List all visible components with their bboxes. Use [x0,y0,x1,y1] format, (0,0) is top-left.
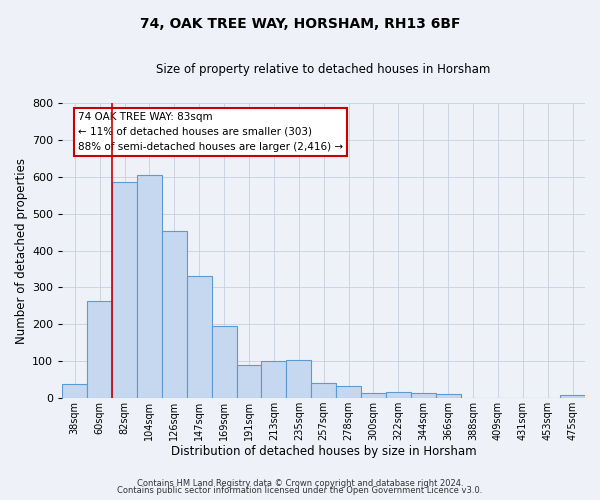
Bar [62,384,87,398]
Bar [386,392,411,398]
Text: 74, OAK TREE WAY, HORSHAM, RH13 6BF: 74, OAK TREE WAY, HORSHAM, RH13 6BF [140,18,460,32]
Bar [262,361,286,398]
Text: 74 OAK TREE WAY: 83sqm
← 11% of detached houses are smaller (303)
88% of semi-de: 74 OAK TREE WAY: 83sqm ← 11% of detached… [78,112,343,152]
Bar [560,395,585,398]
Bar [87,301,112,398]
Title: Size of property relative to detached houses in Horsham: Size of property relative to detached ho… [157,62,491,76]
Bar [162,232,187,398]
Text: Contains HM Land Registry data © Crown copyright and database right 2024.: Contains HM Land Registry data © Crown c… [137,478,463,488]
Bar [137,176,162,398]
Bar [361,393,386,398]
X-axis label: Distribution of detached houses by size in Horsham: Distribution of detached houses by size … [171,444,476,458]
Bar [411,394,436,398]
Text: Contains public sector information licensed under the Open Government Licence v3: Contains public sector information licen… [118,486,482,495]
Bar [212,326,236,398]
Bar [436,394,461,398]
Y-axis label: Number of detached properties: Number of detached properties [15,158,28,344]
Bar [187,276,212,398]
Bar [311,384,336,398]
Bar [236,365,262,398]
Bar [112,182,137,398]
Bar [336,386,361,398]
Bar [286,360,311,398]
